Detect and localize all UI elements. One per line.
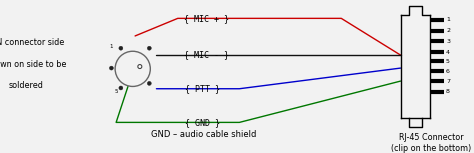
Text: 3: 3 <box>446 39 450 44</box>
Text: 5: 5 <box>446 59 450 64</box>
Text: 4: 4 <box>446 50 450 54</box>
Text: shown on side to be: shown on side to be <box>0 60 66 69</box>
Ellipse shape <box>147 46 151 50</box>
Text: 5: 5 <box>114 89 118 93</box>
Text: { MIC - }: { MIC - } <box>184 51 228 60</box>
Text: 7: 7 <box>446 79 450 84</box>
Text: 1: 1 <box>109 44 113 49</box>
Text: { MIC + }: { MIC + } <box>184 14 228 23</box>
Text: 8: 8 <box>446 89 450 94</box>
Ellipse shape <box>119 86 123 90</box>
Text: { PTT }: { PTT } <box>185 84 220 93</box>
Text: (clip on the bottom): (clip on the bottom) <box>391 144 472 153</box>
Ellipse shape <box>138 65 142 69</box>
Text: 6: 6 <box>446 69 450 74</box>
Ellipse shape <box>119 46 123 50</box>
Text: 1: 1 <box>446 17 450 22</box>
Text: GND – audio cable shield: GND – audio cable shield <box>151 130 256 139</box>
Text: { GND }: { GND } <box>185 118 220 127</box>
Text: RJ-45 Connector: RJ-45 Connector <box>399 133 464 142</box>
Ellipse shape <box>109 66 113 70</box>
Ellipse shape <box>147 81 151 85</box>
Text: 2: 2 <box>446 28 450 33</box>
Text: DIN connector side: DIN connector side <box>0 38 64 47</box>
Text: soldered: soldered <box>9 81 44 90</box>
